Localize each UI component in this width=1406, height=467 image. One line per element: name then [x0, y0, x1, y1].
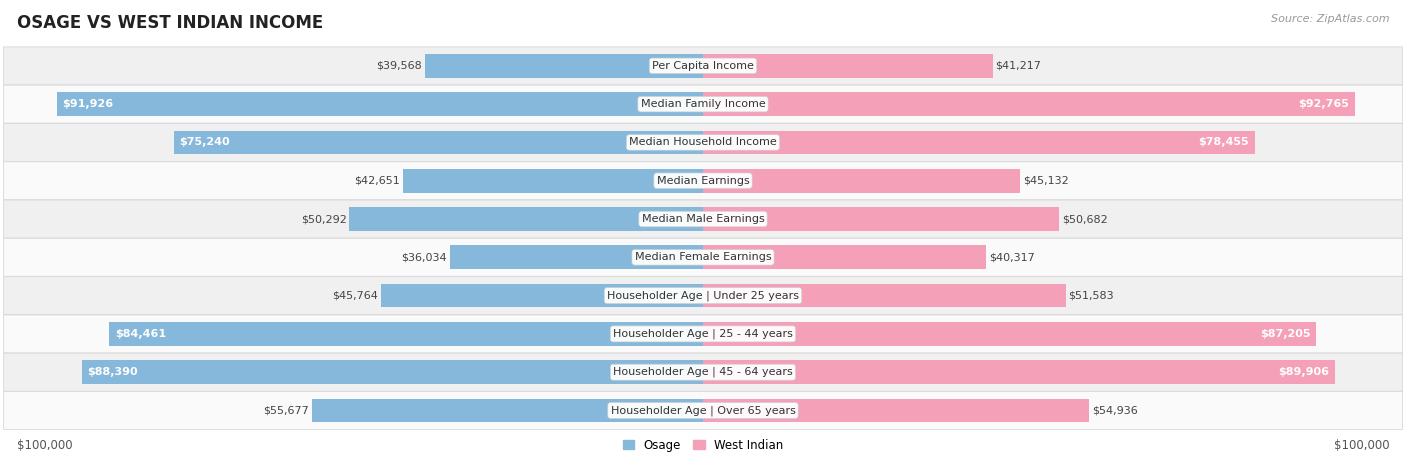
Text: $89,906: $89,906 — [1278, 367, 1330, 377]
FancyBboxPatch shape — [3, 85, 1403, 123]
FancyBboxPatch shape — [3, 162, 1403, 200]
Text: $50,682: $50,682 — [1062, 214, 1108, 224]
Bar — [82, 361, 703, 384]
Text: Per Capita Income: Per Capita Income — [652, 61, 754, 71]
Text: $55,677: $55,677 — [263, 405, 309, 416]
Text: Householder Age | Under 25 years: Householder Age | Under 25 years — [607, 290, 799, 301]
Text: Median Male Earnings: Median Male Earnings — [641, 214, 765, 224]
Text: Householder Age | 45 - 64 years: Householder Age | 45 - 64 years — [613, 367, 793, 377]
Text: $54,936: $54,936 — [1092, 405, 1137, 416]
Text: $88,390: $88,390 — [87, 367, 138, 377]
Bar — [703, 322, 1316, 346]
Text: Median Earnings: Median Earnings — [657, 176, 749, 186]
Text: Median Household Income: Median Household Income — [628, 137, 778, 148]
Bar — [450, 246, 703, 269]
Bar — [703, 131, 1254, 154]
Bar — [425, 54, 703, 78]
Text: $41,217: $41,217 — [995, 61, 1042, 71]
FancyBboxPatch shape — [3, 47, 1403, 85]
Text: Median Female Earnings: Median Female Earnings — [634, 252, 772, 262]
Text: Householder Age | 25 - 44 years: Householder Age | 25 - 44 years — [613, 329, 793, 339]
Bar — [703, 246, 987, 269]
Text: $45,132: $45,132 — [1024, 176, 1069, 186]
Bar — [110, 322, 703, 346]
Text: $78,455: $78,455 — [1198, 137, 1249, 148]
Legend: Osage, West Indian: Osage, West Indian — [617, 434, 789, 456]
Bar — [381, 284, 703, 307]
Bar — [703, 399, 1090, 422]
Bar — [174, 131, 703, 154]
Bar — [703, 169, 1021, 192]
Text: $36,034: $36,034 — [401, 252, 447, 262]
Text: $75,240: $75,240 — [180, 137, 231, 148]
FancyBboxPatch shape — [3, 315, 1403, 353]
Text: $39,568: $39,568 — [377, 61, 422, 71]
Text: Median Family Income: Median Family Income — [641, 99, 765, 109]
Bar — [703, 54, 993, 78]
Bar — [404, 169, 703, 192]
Bar — [703, 361, 1336, 384]
FancyBboxPatch shape — [3, 276, 1403, 315]
Bar — [703, 284, 1066, 307]
Text: $91,926: $91,926 — [62, 99, 114, 109]
Text: $42,651: $42,651 — [354, 176, 401, 186]
Text: Source: ZipAtlas.com: Source: ZipAtlas.com — [1271, 14, 1389, 24]
Text: $40,317: $40,317 — [990, 252, 1035, 262]
Text: $51,583: $51,583 — [1069, 290, 1114, 301]
FancyBboxPatch shape — [3, 238, 1403, 276]
Text: Householder Age | Over 65 years: Householder Age | Over 65 years — [610, 405, 796, 416]
FancyBboxPatch shape — [3, 353, 1403, 391]
Text: $87,205: $87,205 — [1260, 329, 1310, 339]
Bar — [312, 399, 703, 422]
Bar — [350, 207, 703, 231]
FancyBboxPatch shape — [3, 123, 1403, 162]
Text: OSAGE VS WEST INDIAN INCOME: OSAGE VS WEST INDIAN INCOME — [17, 14, 323, 32]
FancyBboxPatch shape — [3, 391, 1403, 430]
Bar — [703, 207, 1059, 231]
Text: $84,461: $84,461 — [115, 329, 166, 339]
FancyBboxPatch shape — [3, 200, 1403, 238]
Text: $100,000: $100,000 — [1333, 439, 1389, 453]
Text: $100,000: $100,000 — [17, 439, 73, 453]
Text: $45,764: $45,764 — [333, 290, 378, 301]
Bar — [703, 92, 1355, 116]
Text: $92,765: $92,765 — [1299, 99, 1350, 109]
Bar — [56, 92, 703, 116]
Text: $50,292: $50,292 — [301, 214, 347, 224]
